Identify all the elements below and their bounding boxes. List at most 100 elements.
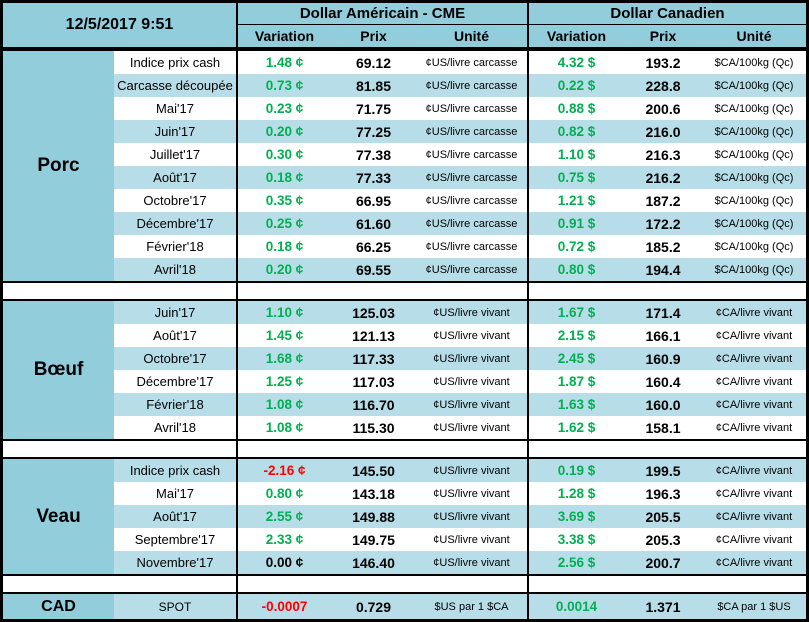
cad-variation: 2.56 $ xyxy=(527,551,624,574)
cad-unit: $CA/100kg (Qc) xyxy=(702,212,806,235)
section-title: Porc xyxy=(3,51,114,281)
vertical-divider xyxy=(527,576,529,592)
cad-section-title: CAD xyxy=(3,594,114,619)
cad-variation: 0.91 $ xyxy=(527,212,624,235)
cad-unit: $CA/100kg (Qc) xyxy=(702,74,806,97)
vertical-divider xyxy=(527,441,529,457)
usd-variation: 0.20 ¢ xyxy=(236,258,331,281)
usd-variation: 0.00 ¢ xyxy=(236,551,331,574)
usd-price: 149.75 xyxy=(352,531,395,548)
usd-unit: ¢US/livre vivant xyxy=(416,551,527,574)
usd-unit: ¢US/livre vivant xyxy=(416,301,527,324)
usd-unit: ¢US/livre vivant xyxy=(416,347,527,370)
cad-variation: 1.10 $ xyxy=(527,143,624,166)
vertical-divider xyxy=(236,441,238,457)
cad-price: 216.3 xyxy=(645,146,681,163)
usd-price: 77.25 xyxy=(331,120,416,143)
usd-unit: $US par 1 $CA xyxy=(416,594,527,619)
cad-unit: $CA/100kg (Qc) xyxy=(702,166,806,189)
cad-variation: 1.87 $ xyxy=(527,370,624,393)
cad-price: 216.0 xyxy=(624,120,702,143)
usd-unit: ¢US/livre carcasse xyxy=(416,74,527,97)
cad-unit: $CA/100kg (Qc) xyxy=(714,240,794,253)
usd-variation: 0.30 ¢ xyxy=(236,143,331,166)
cad-unit: $CA par 1 $US xyxy=(702,594,806,619)
usd-variation: 0.18 ¢ xyxy=(236,166,331,189)
usd-variation: 0.35 ¢ xyxy=(236,189,331,212)
usd-unit: ¢US/livre carcasse xyxy=(425,148,518,161)
cad-unit: ¢CA/livre vivant xyxy=(715,533,793,546)
usd-price: 121.13 xyxy=(352,327,395,344)
cad-variation: 0.82 $ xyxy=(527,120,624,143)
vertical-divider xyxy=(527,283,529,299)
cad-variation: 1.28 $ xyxy=(527,482,624,505)
usd-unit: ¢US/livre carcasse xyxy=(425,102,518,115)
row-label: Juin'17 xyxy=(114,120,236,143)
usd-unit: ¢US/livre vivant xyxy=(416,393,527,416)
cad-price: 160.9 xyxy=(624,347,702,370)
cad-unit: $CA/100kg (Qc) xyxy=(714,194,794,207)
cad-price: 158.1 xyxy=(645,419,681,436)
cad-price: 171.4 xyxy=(624,301,702,324)
row-label: Septembre'17 xyxy=(134,532,216,547)
cad-unit: $CA/100kg (Qc) xyxy=(714,56,794,69)
cad-price: 187.2 xyxy=(645,192,681,209)
cad-unit: ¢CA/livre vivant xyxy=(702,347,806,370)
usd-variation: 1.25 ¢ xyxy=(236,370,331,393)
usd-variation: 1.08 ¢ xyxy=(236,393,331,416)
commodity-section: Veau Indice prix cash -2.16 ¢ 145.50 ¢US/li… xyxy=(1,457,808,576)
table-header: 12/5/2017 9:51 Dollar Américain - CME Do… xyxy=(1,1,808,49)
commodity-section: Porc Indice prix cash 1.48 ¢ 69.12 ¢US/livr… xyxy=(1,49,808,283)
cad-unit: $CA/100kg (Qc) xyxy=(714,102,794,115)
usd-price: 77.38 xyxy=(355,146,392,163)
usd-unit: ¢US/livre vivant xyxy=(433,329,510,342)
cad-variation: 0.80 $ xyxy=(527,258,624,281)
usd-variation: 2.33 ¢ xyxy=(236,528,331,551)
cad-unite-header: Unité xyxy=(702,25,806,47)
cad-unit: ¢CA/livre vivant xyxy=(715,375,793,388)
usd-price: 0.729 xyxy=(331,594,416,619)
usd-price: 117.03 xyxy=(352,373,395,390)
usd-variation: 1.48 ¢ xyxy=(236,51,331,74)
cad-unit: ¢CA/livre vivant xyxy=(715,421,793,434)
cad-unit: ¢CA/livre vivant xyxy=(715,487,793,500)
usd-price: 71.75 xyxy=(355,100,392,117)
usd-price: 115.30 xyxy=(352,419,395,436)
usd-price: 66.95 xyxy=(355,192,392,209)
row-label: Décembre'17 xyxy=(136,374,214,389)
row-label: Juin'17 xyxy=(114,301,236,324)
usd-unit: ¢US/livre carcasse xyxy=(416,258,527,281)
usd-unit: ¢US/livre carcasse xyxy=(425,56,518,69)
cad-unit: ¢CA/livre vivant xyxy=(702,459,806,482)
cad-unit: ¢CA/livre vivant xyxy=(715,329,793,342)
row-label: Mai'17 xyxy=(156,101,194,116)
cad-variation: 4.32 $ xyxy=(527,51,624,74)
usd-variation: 0.25 ¢ xyxy=(236,212,331,235)
row-label: Avril'18 xyxy=(154,420,196,435)
usd-variation: 1.08 ¢ xyxy=(236,416,331,439)
usd-variation: -0.0007 xyxy=(236,594,331,619)
usd-variation: 0.23 ¢ xyxy=(236,97,331,120)
spot-label: SPOT xyxy=(114,594,236,619)
row-label: Décembre'17 xyxy=(114,212,236,235)
cad-price: 205.3 xyxy=(645,531,681,548)
usd-unit: ¢US/livre carcasse xyxy=(416,120,527,143)
usd-unit: ¢US/livre vivant xyxy=(433,533,510,546)
cad-variation: 0.72 $ xyxy=(527,235,624,258)
cad-price: 160.4 xyxy=(645,373,681,390)
row-label: Indice prix cash xyxy=(114,459,236,482)
usd-price: 69.55 xyxy=(331,258,416,281)
section-title: Bœuf xyxy=(3,301,114,439)
cad-unit: ¢CA/livre vivant xyxy=(702,301,806,324)
cad-unit: ¢CA/livre vivant xyxy=(702,551,806,574)
cad-unit: $CA/100kg (Qc) xyxy=(702,258,806,281)
cad-price: 166.1 xyxy=(645,327,681,344)
usd-variation: 0.80 ¢ xyxy=(236,482,331,505)
usd-price: 145.50 xyxy=(331,459,416,482)
cad-price: 228.8 xyxy=(624,74,702,97)
usd-prix-header: Prix xyxy=(331,25,416,47)
cad-group-title: Dollar Canadien xyxy=(527,3,806,25)
cad-variation: 0.75 $ xyxy=(527,166,624,189)
row-label: Avril'18 xyxy=(114,258,236,281)
usd-unit: ¢US/livre carcasse xyxy=(416,166,527,189)
